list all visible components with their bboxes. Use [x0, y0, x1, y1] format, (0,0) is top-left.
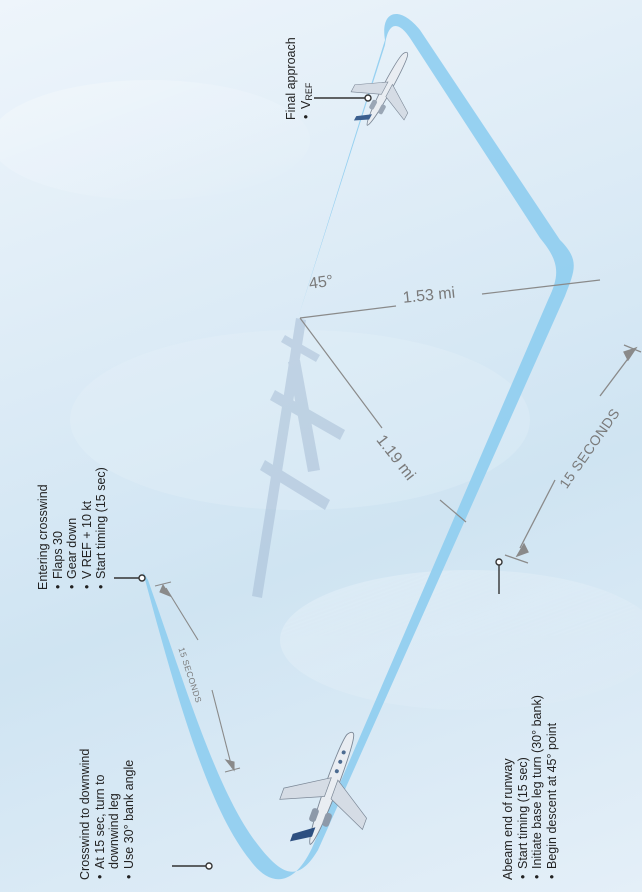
callout-item: Use 30° bank angle [122, 749, 137, 880]
aircraft-final-icon [350, 51, 409, 126]
flight-path [143, 13, 574, 880]
callout-abeam-end: Abeam end of runway Start timing (15 sec… [501, 695, 559, 880]
callout-item: Start timing (15 sec) [94, 467, 109, 590]
callout-item: V REF + 10 kt [80, 467, 95, 590]
timing-dimension-small [154, 581, 241, 773]
background-clouds [0, 80, 642, 710]
callout-final-approach: Final approach VREF [284, 37, 316, 120]
callout-title: Abeam end of runway [501, 758, 515, 880]
callout-title: Crosswind to downwind [78, 748, 92, 880]
timing-dimension-large [504, 344, 642, 564]
runway-complex [252, 318, 345, 598]
callout-item: At 15 sec, turn to [93, 749, 108, 880]
callout-item: downwind leg [107, 793, 121, 869]
construction-lines [299, 279, 601, 523]
callout-item: Flaps 30 [51, 467, 66, 590]
callout-title: Final approach [284, 37, 298, 120]
callout-crosswind-to-downwind: Crosswind to downwind At 15 sec, turn to… [78, 749, 136, 880]
callout-item: Begin descent at 45° point [545, 695, 560, 880]
callout-item: Initiate base leg turn (30° bank) [530, 695, 545, 880]
callout-item: Gear down [65, 467, 80, 590]
aircraft-crosswind-icon [279, 731, 367, 846]
angle-label: 45° [308, 272, 335, 293]
callout-item: VREF [299, 37, 317, 120]
callout-item: Start timing (15 sec) [516, 695, 531, 880]
callout-title: Entering crosswind [36, 484, 50, 590]
leader-lines [114, 94, 503, 870]
callout-entering-crosswind: Entering crosswind Flaps 30 Gear down V … [36, 467, 109, 590]
